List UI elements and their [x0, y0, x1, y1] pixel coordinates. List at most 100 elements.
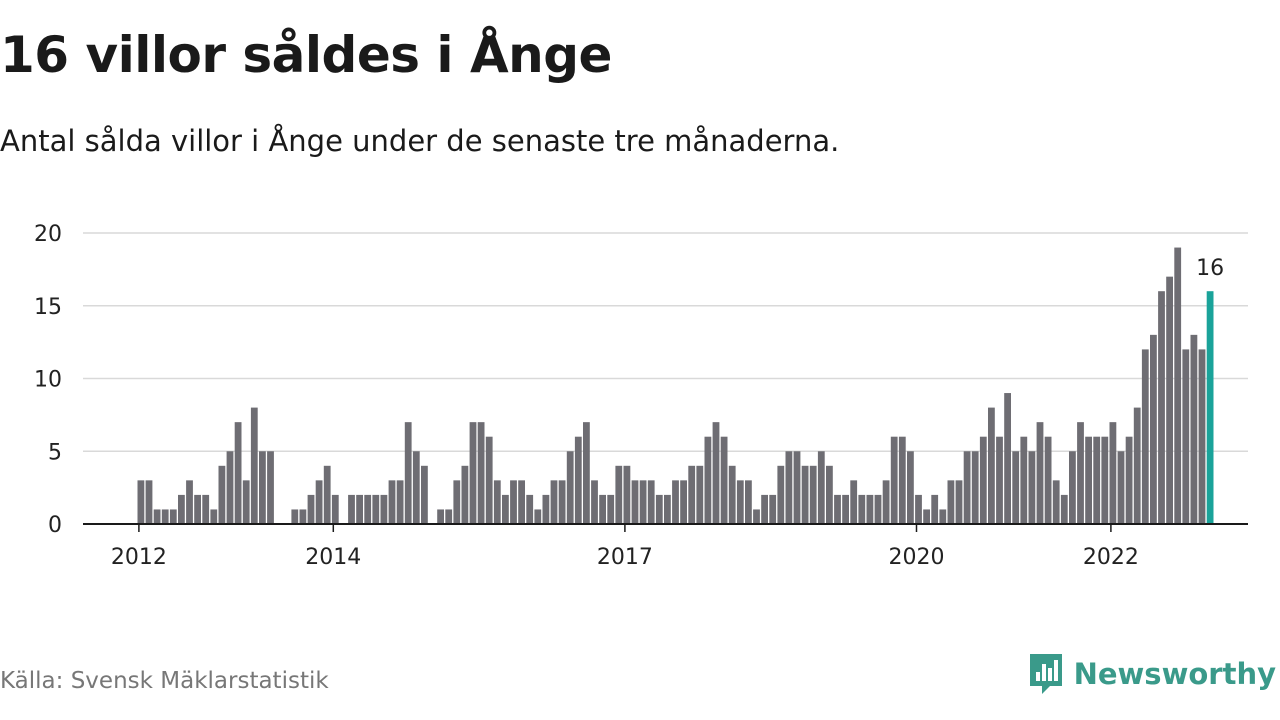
bar [631, 480, 639, 524]
bar [882, 480, 890, 524]
bar [1028, 451, 1036, 524]
bar [793, 451, 801, 524]
bar [218, 465, 226, 524]
bar [404, 422, 412, 524]
bar [769, 494, 777, 524]
bar [267, 451, 274, 524]
bar [477, 422, 485, 524]
bar [534, 509, 542, 524]
bar [1069, 451, 1076, 524]
bar [1020, 436, 1028, 524]
highlight-value-label: 16 [1196, 256, 1224, 281]
bar [1036, 422, 1044, 524]
bar [1077, 422, 1084, 524]
y-tick-label: 15 [34, 295, 62, 320]
bar [323, 465, 331, 524]
bar [583, 422, 590, 524]
bar [380, 494, 388, 524]
bar [1060, 494, 1068, 524]
bar [939, 509, 947, 524]
bar [307, 494, 315, 524]
bar [680, 480, 687, 524]
bar [672, 480, 679, 524]
bar [712, 422, 720, 524]
bar [396, 480, 404, 524]
bar [761, 494, 768, 524]
x-tick-label: 2017 [597, 545, 653, 570]
bar [485, 436, 493, 524]
bar [259, 451, 266, 524]
bar [664, 494, 671, 524]
bar [250, 407, 258, 524]
bar [194, 494, 201, 524]
y-tick-label: 20 [34, 222, 62, 247]
brand-name: Newsworthy [1073, 657, 1276, 691]
bar [145, 480, 153, 524]
bar [647, 480, 655, 524]
bar [202, 494, 210, 524]
bar [923, 509, 930, 524]
bar [372, 494, 380, 524]
bar [1093, 436, 1101, 524]
bar [842, 494, 849, 524]
bar [704, 436, 712, 524]
bar [785, 451, 793, 524]
bar [388, 480, 396, 524]
bar [469, 422, 477, 524]
bar [1052, 480, 1060, 524]
y-tick-label: 0 [48, 513, 62, 538]
bar [437, 509, 444, 524]
bar [493, 480, 501, 524]
bar [696, 465, 704, 524]
bar [979, 436, 987, 524]
bar [242, 480, 250, 524]
bar [364, 494, 372, 524]
x-tick-label: 2014 [305, 545, 361, 570]
bar [971, 451, 979, 524]
brand-logo: Newsworthy [1028, 652, 1276, 696]
bar [866, 494, 874, 524]
bar [1166, 276, 1173, 524]
bar [1085, 436, 1092, 524]
bar [1125, 436, 1133, 524]
bar-highlight [1206, 291, 1214, 524]
bar [566, 451, 574, 524]
bar [412, 451, 420, 524]
source-note: Källa: Svensk Mäklarstatistik [0, 668, 329, 694]
bar [890, 436, 898, 524]
bar [453, 480, 461, 524]
x-tick-label: 2022 [1083, 545, 1139, 570]
bar [169, 509, 177, 524]
bar [688, 465, 696, 524]
bar [826, 465, 833, 524]
bar [850, 480, 858, 524]
bar [558, 480, 566, 524]
bar [898, 436, 906, 524]
bar [988, 407, 995, 524]
bar [356, 494, 363, 524]
bar [963, 451, 971, 524]
y-tick-label: 10 [34, 368, 62, 393]
bar [1150, 334, 1157, 524]
bar [1190, 334, 1198, 524]
bar [542, 494, 550, 524]
bar [996, 436, 1003, 524]
bar [720, 436, 728, 524]
bar [299, 509, 307, 524]
bar [955, 480, 963, 524]
bar [331, 494, 339, 524]
bar [1182, 349, 1190, 524]
x-tick-label: 2020 [889, 545, 945, 570]
bar [623, 465, 631, 524]
bar [736, 480, 744, 524]
bar [915, 494, 922, 524]
bar [1109, 422, 1117, 524]
bar [518, 480, 525, 524]
bar [550, 480, 558, 524]
bar [874, 494, 882, 524]
bar [599, 494, 606, 524]
bar-chart: 0 5 10 15 20 16 2012 2014 2017 2020 2022 [34, 222, 1248, 570]
bar [1133, 407, 1141, 524]
bar [655, 494, 663, 524]
bar [728, 465, 736, 524]
